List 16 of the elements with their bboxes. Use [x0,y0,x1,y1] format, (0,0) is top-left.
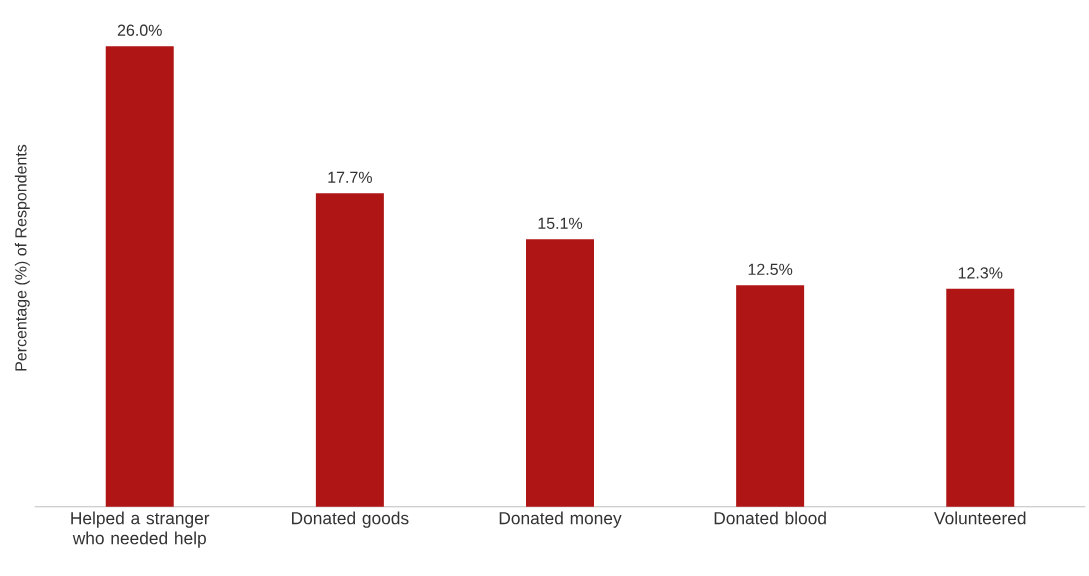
data-label: 17.7% [328,171,372,183]
bar [315,193,384,507]
x-tick-label: Donated blood [714,511,826,525]
data-label: 12.5% [748,263,793,275]
x-tick-label: Volunteered [934,511,1026,525]
x-tick-label: Helped a stranger who needed help [71,511,210,548]
data-label: 12.3% [958,267,1003,279]
bar [946,288,1015,507]
x-tick-label: Donated money [499,511,622,528]
bar [526,239,594,507]
bar [105,46,174,507]
y-axis-title: Percentage (%) of Respondents [14,144,30,371]
x-tick-label: Donated goods [292,511,409,528]
bar [736,285,805,507]
data-label: 26.0% [117,24,162,36]
data-label: 15.1% [538,217,583,229]
